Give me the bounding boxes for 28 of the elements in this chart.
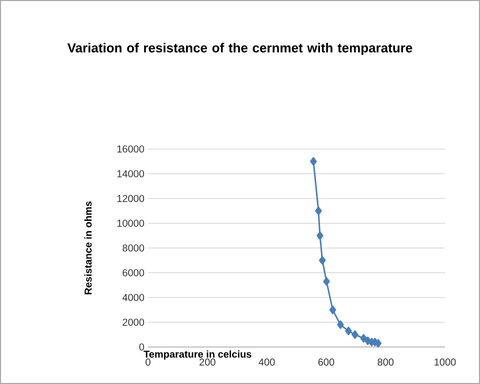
point bbox=[337, 320, 344, 329]
y-tick-label: 6000 bbox=[122, 269, 144, 276]
x-tick-label: 800 bbox=[378, 358, 394, 366]
point bbox=[345, 326, 352, 336]
y-tick-label: 8000 bbox=[122, 244, 144, 252]
point bbox=[323, 277, 330, 286]
y-tick-label: 10000 bbox=[117, 220, 144, 227]
y-tick-label: 12000 bbox=[117, 194, 144, 202]
x-tick-label: 600 bbox=[318, 358, 334, 366]
point bbox=[316, 231, 324, 240]
x-tick-label: 400 bbox=[258, 358, 275, 366]
point bbox=[329, 306, 336, 314]
x-tick-label: 200 bbox=[200, 358, 216, 366]
chart-title: Variation of resistance of the cernmet with temparature bbox=[67, 42, 412, 56]
y-tick-label: 0 bbox=[139, 343, 144, 351]
y-axis-title: Resistance in ohms bbox=[84, 201, 92, 294]
x-tick-label: 1000 bbox=[434, 358, 456, 366]
y-tick-label: 14000 bbox=[117, 170, 144, 178]
point bbox=[315, 206, 322, 216]
y-tick-label: 16000 bbox=[117, 145, 144, 153]
point bbox=[360, 334, 367, 343]
y-tick-label: 4000 bbox=[122, 294, 144, 302]
x-axis-title: Temparature in celcius bbox=[144, 350, 252, 360]
point bbox=[352, 330, 358, 339]
x-tick-label: 0 bbox=[146, 358, 150, 366]
point bbox=[318, 256, 326, 265]
y-tick-label: 2000 bbox=[122, 318, 144, 326]
point bbox=[310, 157, 317, 166]
